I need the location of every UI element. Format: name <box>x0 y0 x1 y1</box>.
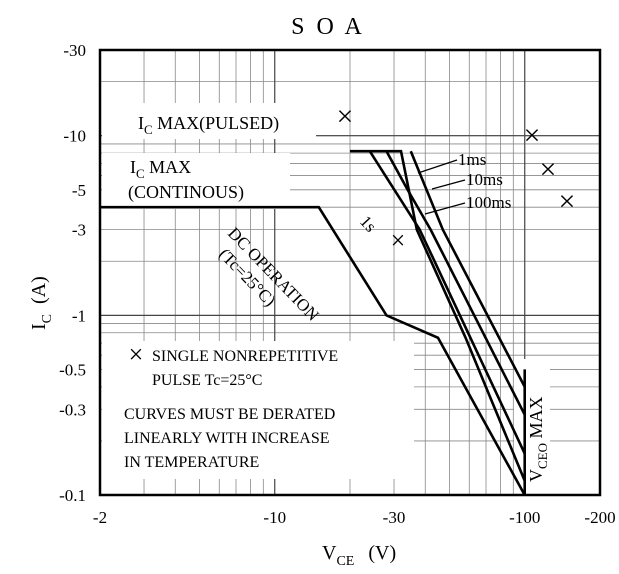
y-tick-label: -10 <box>63 127 86 146</box>
chart-title: S O A <box>291 14 365 40</box>
note-derated-3: IN TEMPERATURE <box>124 454 259 471</box>
label-1s: 1s <box>356 212 380 236</box>
y-tick-label: -1 <box>72 306 86 325</box>
x-axis-title: VCE (V) <box>322 542 396 569</box>
pulse-marker-icon: × <box>559 185 576 218</box>
label-patch-pulsed <box>102 103 316 139</box>
pulse-marker-icon: × <box>391 226 406 255</box>
x-tick-label: -10 <box>263 508 286 527</box>
label-10ms: 10ms <box>466 170 503 189</box>
soa-curve-0 <box>100 205 526 496</box>
label-patch-continuous <box>102 153 290 209</box>
y-tick-label: -0.1 <box>59 486 86 505</box>
y-tick-label: -30 <box>63 41 86 60</box>
note-derated-2: LINEARLY WITH INCREASE <box>124 430 329 447</box>
y-tick-label: -0.3 <box>59 400 86 419</box>
soa-curve-1 <box>350 149 526 482</box>
x-tick-label: -200 <box>584 508 615 527</box>
note-derated-1: CURVES MUST BE DERATED <box>124 406 335 423</box>
soa-curve-4 <box>409 150 526 388</box>
pulse-marker-icon: × <box>540 153 557 186</box>
ic-max-cont-label-2: (CONTINOUS) <box>128 182 244 203</box>
pulse-markers: × × × × × <box>337 100 576 255</box>
y-tick-label: -5 <box>72 181 86 200</box>
leader-1ms <box>417 159 458 174</box>
curves <box>100 149 527 496</box>
y-axis-title: IC(A) <box>28 276 55 330</box>
y-tick-label: -3 <box>72 221 86 240</box>
x-tick-label: -100 <box>509 508 540 527</box>
label-100ms: 100ms <box>466 193 511 212</box>
label-patch-notes <box>102 341 414 479</box>
note-pulse-tc: PULSE Tc=25°C <box>152 372 262 389</box>
soa-curve-2 <box>368 150 526 455</box>
leader-100ms <box>424 202 466 215</box>
pulse-marker-icon: × <box>337 100 354 133</box>
ic-max-pulsed-label: IC MAX(PULSED) <box>138 113 279 137</box>
x-tick-label: -30 <box>383 508 406 527</box>
label-1ms: 1ms <box>458 150 486 169</box>
note-single-nonrepetitive: SINGLE NONREPETITIVE <box>152 348 338 365</box>
x-tick-labels: -2 -10 -30 -100 -200 <box>93 508 616 527</box>
vceo-max-label: VCEO MAX <box>526 396 550 482</box>
x-tick-label: -2 <box>93 508 107 527</box>
pulse-marker-icon: × <box>524 119 541 152</box>
ic-max-cont-label: IC MAX <box>130 157 191 181</box>
leader-10ms <box>431 179 466 190</box>
note-marker-icon: × <box>129 340 144 369</box>
y-tick-label: -0.5 <box>59 360 86 379</box>
soa-curve-3 <box>385 150 526 416</box>
y-tick-labels: -30 -10 -5 -3 -1 -0.5 -0.3 -0.1 <box>59 41 86 505</box>
plot-frame <box>98 48 602 497</box>
